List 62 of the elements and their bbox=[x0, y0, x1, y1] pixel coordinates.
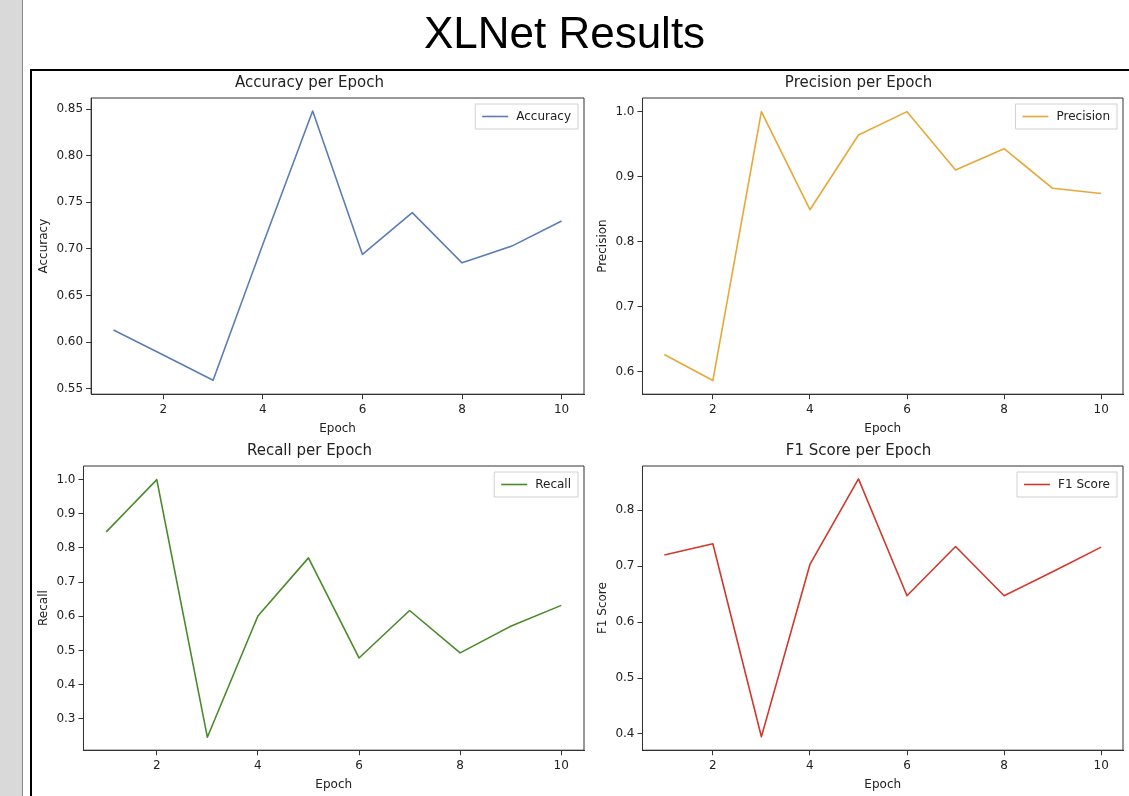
y-tick-label: 0.8 bbox=[615, 233, 635, 248]
x-axis-title: Epoch bbox=[864, 776, 902, 791]
y-tick-label: 0.5 bbox=[56, 642, 76, 657]
x-tick-label: 4 bbox=[806, 757, 814, 772]
x-axis-title: Epoch bbox=[315, 776, 353, 791]
y-tick-label: 0.75 bbox=[56, 194, 84, 209]
legend-label: Precision bbox=[1056, 108, 1110, 123]
x-tick-label: 6 bbox=[903, 757, 911, 772]
x-tick-label: 2 bbox=[159, 401, 168, 416]
y-tick-label: 0.5 bbox=[615, 670, 635, 685]
chart-title: Recall per Epoch bbox=[246, 440, 373, 459]
x-tick-label: 8 bbox=[456, 757, 464, 772]
y-tick-label: 0.60 bbox=[56, 334, 84, 349]
text: XLNet Results bbox=[423, 8, 706, 57]
x-tick-label: 2 bbox=[152, 757, 161, 772]
y-axis-title: Recall bbox=[36, 590, 51, 627]
x-tick-label: 6 bbox=[355, 757, 363, 772]
x-tick-label: 2 bbox=[709, 757, 717, 772]
y-tick-label: 0.7 bbox=[615, 558, 635, 573]
y-tick-label: 0.9 bbox=[56, 505, 76, 520]
y-tick-label: 0.9 bbox=[615, 168, 635, 183]
x-tick-label: 6 bbox=[358, 401, 367, 416]
y-tick-label: 0.6 bbox=[615, 363, 635, 378]
x-tick-label: 4 bbox=[254, 757, 262, 772]
legend-label: Accuracy bbox=[516, 108, 572, 123]
x-tick-label: 4 bbox=[259, 401, 267, 416]
y-tick-label: 1.0 bbox=[56, 471, 76, 486]
y-axis-title: Accuracy bbox=[36, 218, 51, 274]
y-tick-label: 0.7 bbox=[615, 298, 635, 313]
y-tick-label: 0.85 bbox=[56, 101, 84, 116]
y-tick-label: 0.55 bbox=[56, 380, 84, 395]
y-tick-label: 0.80 bbox=[56, 147, 84, 162]
x-tick-label: 2 bbox=[709, 401, 717, 416]
x-axis-title: Epoch bbox=[864, 420, 902, 435]
y-tick-label: 1.0 bbox=[615, 103, 635, 118]
y-tick-label: 0.4 bbox=[56, 676, 76, 691]
legend-label: Recall bbox=[535, 476, 572, 491]
x-tick-label: 10 bbox=[553, 757, 569, 772]
legend-label: F1 Score bbox=[1058, 476, 1111, 491]
y-tick-label: 0.3 bbox=[56, 710, 76, 725]
y-tick-label: 0.7 bbox=[56, 574, 76, 589]
chart-title: Precision per Epoch bbox=[784, 72, 933, 91]
y-tick-label: 0.8 bbox=[56, 540, 76, 555]
x-tick-label: 10 bbox=[1093, 401, 1109, 416]
x-tick-label: 6 bbox=[903, 401, 911, 416]
y-tick-label: 0.8 bbox=[615, 502, 635, 517]
y-axis-title: F1 Score bbox=[595, 582, 610, 635]
y-tick-label: 0.70 bbox=[56, 241, 84, 256]
x-tick-label: 10 bbox=[1093, 757, 1109, 772]
y-tick-label: 0.65 bbox=[56, 287, 84, 302]
x-tick-label: 4 bbox=[806, 401, 814, 416]
y-tick-label: 0.6 bbox=[56, 608, 76, 623]
x-tick-label: 8 bbox=[1000, 757, 1008, 772]
y-axis-title: Precision bbox=[595, 219, 610, 273]
x-axis-title: Epoch bbox=[319, 420, 356, 435]
chart-title: Accuracy per Epoch bbox=[235, 72, 384, 91]
y-tick-label: 0.6 bbox=[615, 614, 635, 629]
x-tick-label: 8 bbox=[458, 401, 466, 416]
x-tick-label: 10 bbox=[553, 401, 570, 416]
chart-title: F1 Score per Epoch bbox=[785, 440, 932, 459]
y-tick-label: 0.4 bbox=[615, 726, 635, 741]
x-tick-label: 8 bbox=[1000, 401, 1008, 416]
